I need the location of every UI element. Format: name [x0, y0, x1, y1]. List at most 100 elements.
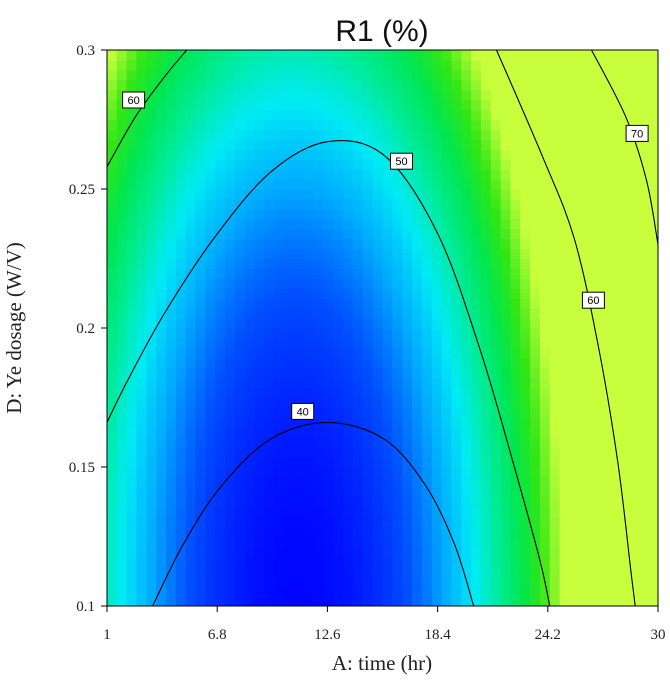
heat-cell — [195, 367, 206, 379]
heat-cell — [254, 328, 266, 339]
heat-cell — [107, 50, 118, 61]
heat-cell — [510, 457, 521, 468]
heat-cell — [608, 189, 620, 200]
heat-cell — [293, 526, 305, 538]
heat-cell — [333, 149, 344, 160]
heat-cell — [244, 238, 256, 250]
heat-cell — [480, 596, 492, 606]
heat-cell — [185, 516, 197, 528]
heat-cell — [234, 69, 246, 81]
heat-cell — [480, 169, 492, 180]
heat-cell — [382, 59, 393, 71]
heat-cell — [185, 467, 197, 478]
heat-cell — [412, 218, 423, 230]
heat-cell — [244, 576, 256, 587]
heat-cell — [451, 576, 462, 587]
heat-cell — [175, 248, 187, 260]
heat-cell — [185, 109, 197, 121]
heat-cell — [598, 337, 610, 349]
heat-cell — [352, 476, 364, 488]
heat-cell — [451, 189, 462, 200]
heat-cell — [185, 50, 197, 61]
heat-cell — [372, 486, 384, 498]
heat-cell — [274, 109, 285, 121]
heat-cell — [264, 79, 275, 91]
heat-cell — [284, 516, 295, 528]
heat-cell — [421, 387, 433, 399]
heat-cell — [480, 417, 492, 428]
heat-cell — [244, 476, 256, 488]
heat-cell — [441, 298, 452, 309]
heat-cell — [412, 526, 423, 538]
y-tick-label: 0.15 — [69, 460, 95, 476]
heat-cell — [313, 79, 325, 91]
heat-cell — [166, 586, 177, 597]
heat-cell — [254, 427, 266, 438]
heat-cell — [175, 238, 187, 250]
heat-cell — [234, 337, 246, 349]
heat-cell — [116, 89, 128, 101]
heat-cell — [293, 139, 305, 150]
contour-line-70 — [591, 50, 658, 245]
heat-cell — [274, 69, 285, 81]
heat-cell — [461, 447, 472, 458]
heat-cell — [225, 556, 236, 567]
heat-cell — [510, 526, 521, 538]
heat-cell — [648, 407, 658, 418]
heat-cell — [490, 417, 502, 428]
heat-cell — [126, 496, 138, 508]
heat-cell — [431, 278, 443, 289]
heat-cell — [589, 546, 600, 557]
contour-label-50: 50 — [390, 152, 413, 170]
heat-cell — [392, 447, 403, 458]
heat-cell — [205, 238, 216, 250]
heat-cell — [412, 69, 423, 81]
heat-cell — [618, 318, 630, 329]
heat-cell — [323, 59, 334, 71]
heat-cell — [362, 357, 374, 369]
heat-cell — [628, 208, 639, 220]
heat-cell — [530, 526, 541, 538]
heat-cell — [421, 417, 433, 428]
heat-cell — [205, 506, 216, 518]
heat-cell — [628, 387, 639, 399]
heat-cell — [333, 59, 344, 71]
heat-cell — [569, 79, 580, 91]
heat-cell — [510, 99, 521, 111]
heat-cell — [362, 516, 374, 528]
heat-cell — [471, 50, 482, 61]
heat-cell — [274, 407, 285, 418]
heat-cell — [421, 50, 433, 61]
heat-cell — [254, 467, 266, 478]
heat-cell — [392, 476, 403, 488]
heat-cell — [146, 318, 157, 329]
heat-cell — [333, 228, 344, 240]
heat-cell — [136, 59, 147, 71]
heat-cell — [471, 208, 482, 220]
heat-cell — [480, 556, 492, 567]
heat-cell — [372, 109, 384, 121]
heat-cell — [372, 69, 384, 81]
heat-cell — [352, 79, 364, 91]
heat-cell — [421, 159, 433, 170]
heat-cell — [136, 308, 147, 319]
heat-cell — [382, 377, 393, 389]
heat-cell — [343, 437, 354, 448]
heat-cell — [589, 258, 600, 270]
heat-cell — [382, 109, 393, 121]
heat-cell — [441, 218, 452, 230]
heat-cell — [107, 367, 118, 379]
heat-cell — [215, 208, 226, 220]
heat-cell — [530, 407, 541, 418]
heat-cell — [107, 417, 118, 428]
heat-cell — [156, 357, 167, 369]
heat-cell — [451, 149, 462, 160]
heat-cell — [313, 407, 325, 418]
heat-cell — [598, 179, 610, 190]
heat-cell — [126, 298, 138, 309]
heat-cell — [431, 149, 443, 160]
heat-cell — [185, 119, 197, 131]
heat-cell — [530, 238, 541, 250]
heat-cell — [598, 208, 610, 220]
heat-cell — [303, 417, 315, 428]
